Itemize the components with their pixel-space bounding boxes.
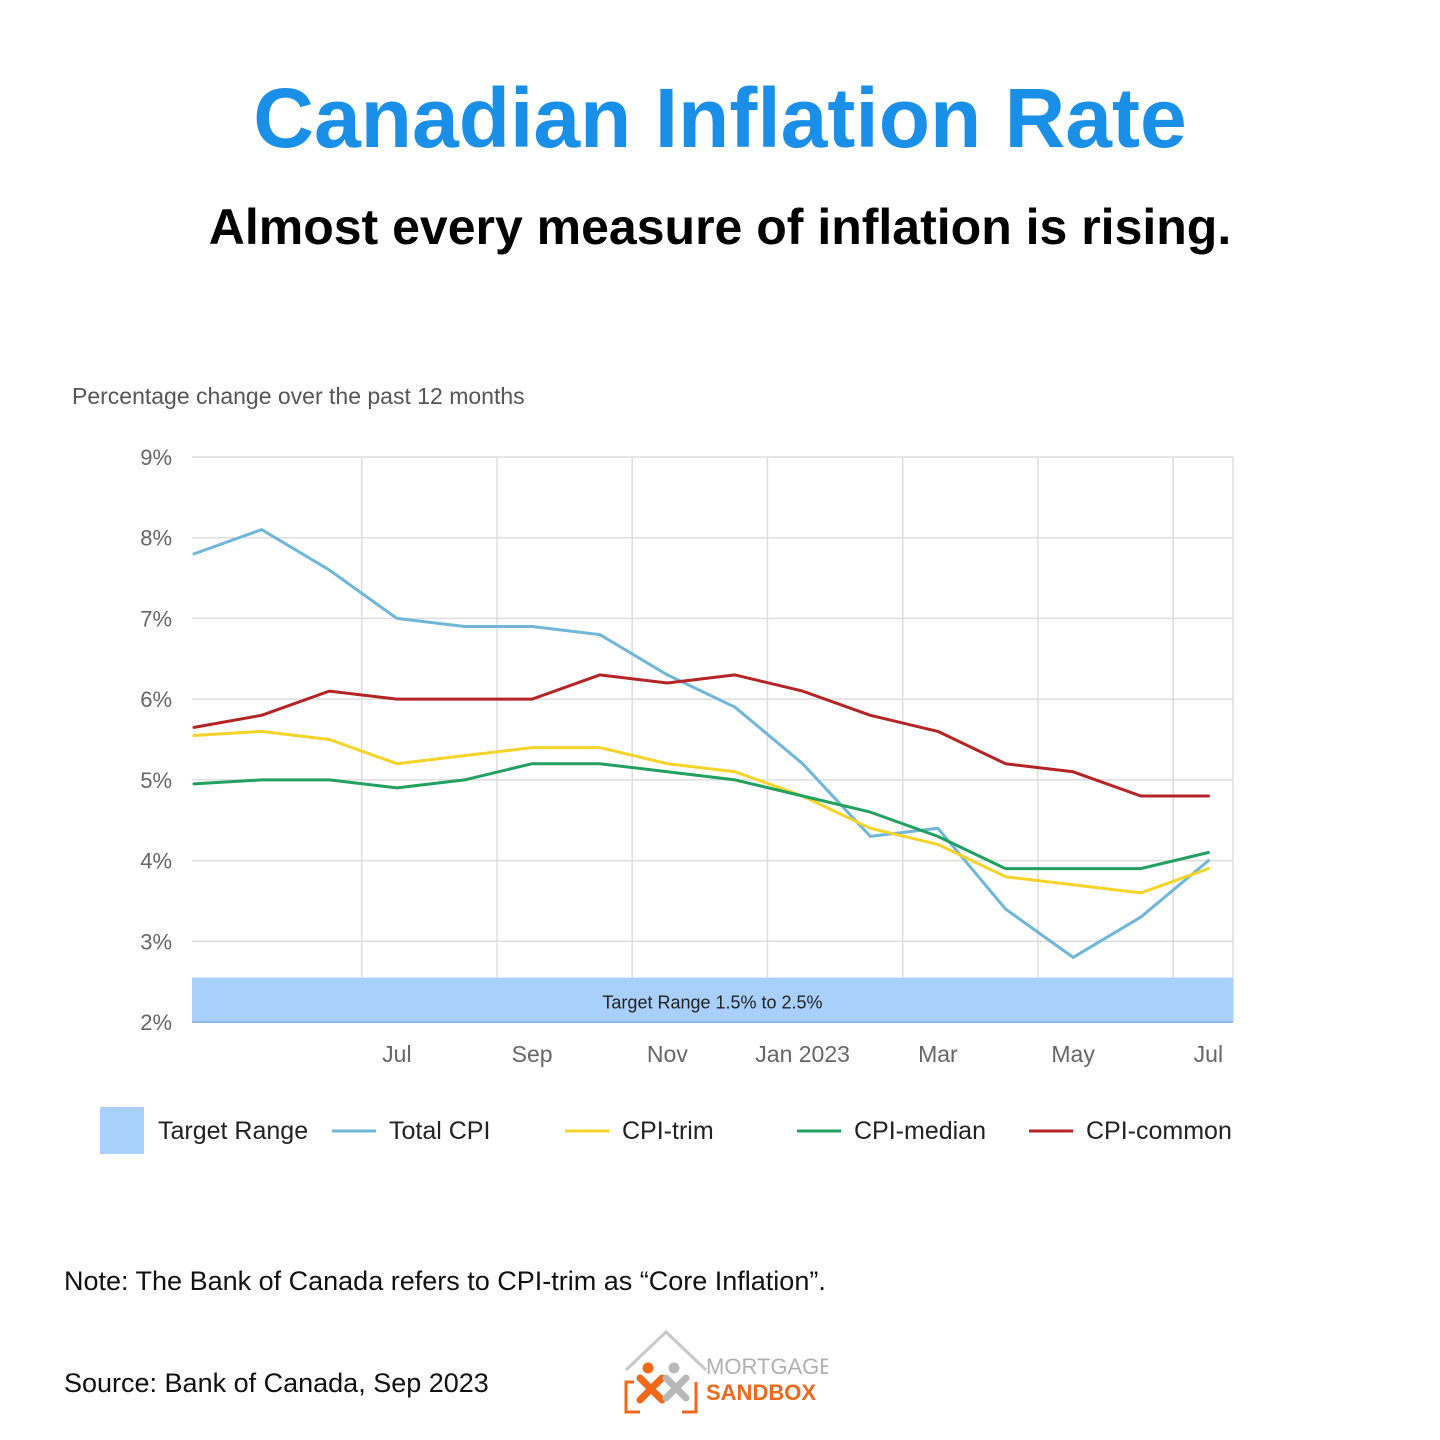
series-line-cpi-common xyxy=(192,673,1210,798)
series-line-cpi-trim xyxy=(192,729,1210,895)
target-band-layer: Target Range 1.5% to 2.5% xyxy=(192,977,1233,1023)
series-line-total-cpi xyxy=(192,528,1210,959)
target-range-band xyxy=(192,977,1233,1022)
series-layer xyxy=(192,528,1210,959)
x-tick-label: Jul xyxy=(1194,1041,1223,1067)
logo-bracket-right xyxy=(682,1382,698,1414)
source-text: Source: Bank of Canada, Sep 2023 xyxy=(64,1368,489,1398)
y-tick-label: 9% xyxy=(140,445,172,470)
legend-label-cpi-median: CPI-median xyxy=(854,1117,986,1145)
logo-text-mortgage: MORTGAGE xyxy=(706,1354,828,1379)
series-line-cpi-median xyxy=(192,762,1210,871)
y-tick-label: 8% xyxy=(140,526,172,551)
legend: Target Range Total CPI CPI-trim CPI-median C… xyxy=(100,1107,1232,1154)
legend-swatch-target-range xyxy=(100,1107,144,1154)
logo-text-sandbox: SANDBOX xyxy=(706,1380,816,1405)
logo-figure-head-2 xyxy=(668,1362,680,1374)
tick-layer: 2% 3% 4% 5% 6% 7% 8% 9% Jul Sep Nov Jan 2023 Mar May J… xyxy=(140,445,1223,1067)
y-tick-label: 2% xyxy=(140,1010,172,1035)
y-axis-label: Percentage change over the past 12 month… xyxy=(72,383,525,409)
legend-label-cpi-common: CPI-common xyxy=(1086,1117,1232,1145)
page-subtitle: Almost every measure of inflation is ris… xyxy=(208,199,1232,255)
y-tick-label: 3% xyxy=(140,929,172,954)
x-tick-label: Sep xyxy=(512,1041,553,1067)
logo-figure-head-1 xyxy=(642,1362,654,1374)
legend-label-cpi-trim: CPI-trim xyxy=(622,1117,714,1145)
logo-bracket-left xyxy=(624,1380,640,1414)
page-title: Canadian Inflation Rate xyxy=(253,71,1187,165)
legend-label-total-cpi: Total CPI xyxy=(389,1117,490,1145)
x-tick-label: Jul xyxy=(382,1041,411,1067)
logo-roof-icon xyxy=(624,1329,708,1372)
target-range-label: Target Range 1.5% to 2.5% xyxy=(602,993,822,1013)
y-tick-label: 7% xyxy=(140,606,172,631)
y-tick-label: 4% xyxy=(140,849,172,874)
mortgage-sandbox-logo: MORTGAGE SANDBOX xyxy=(624,1329,828,1414)
y-tick-label: 5% xyxy=(140,768,172,793)
legend-label-target-range: Target Range xyxy=(158,1117,308,1145)
x-tick-label: Nov xyxy=(647,1041,688,1067)
grid-layer xyxy=(192,456,1234,1023)
y-tick-label: 6% xyxy=(140,687,172,712)
x-tick-label: Jan 2023 xyxy=(755,1041,850,1067)
x-tick-label: May xyxy=(1051,1041,1095,1067)
footnote: Note: The Bank of Canada refers to CPI-t… xyxy=(64,1266,826,1296)
x-tick-label: Mar xyxy=(918,1041,958,1067)
